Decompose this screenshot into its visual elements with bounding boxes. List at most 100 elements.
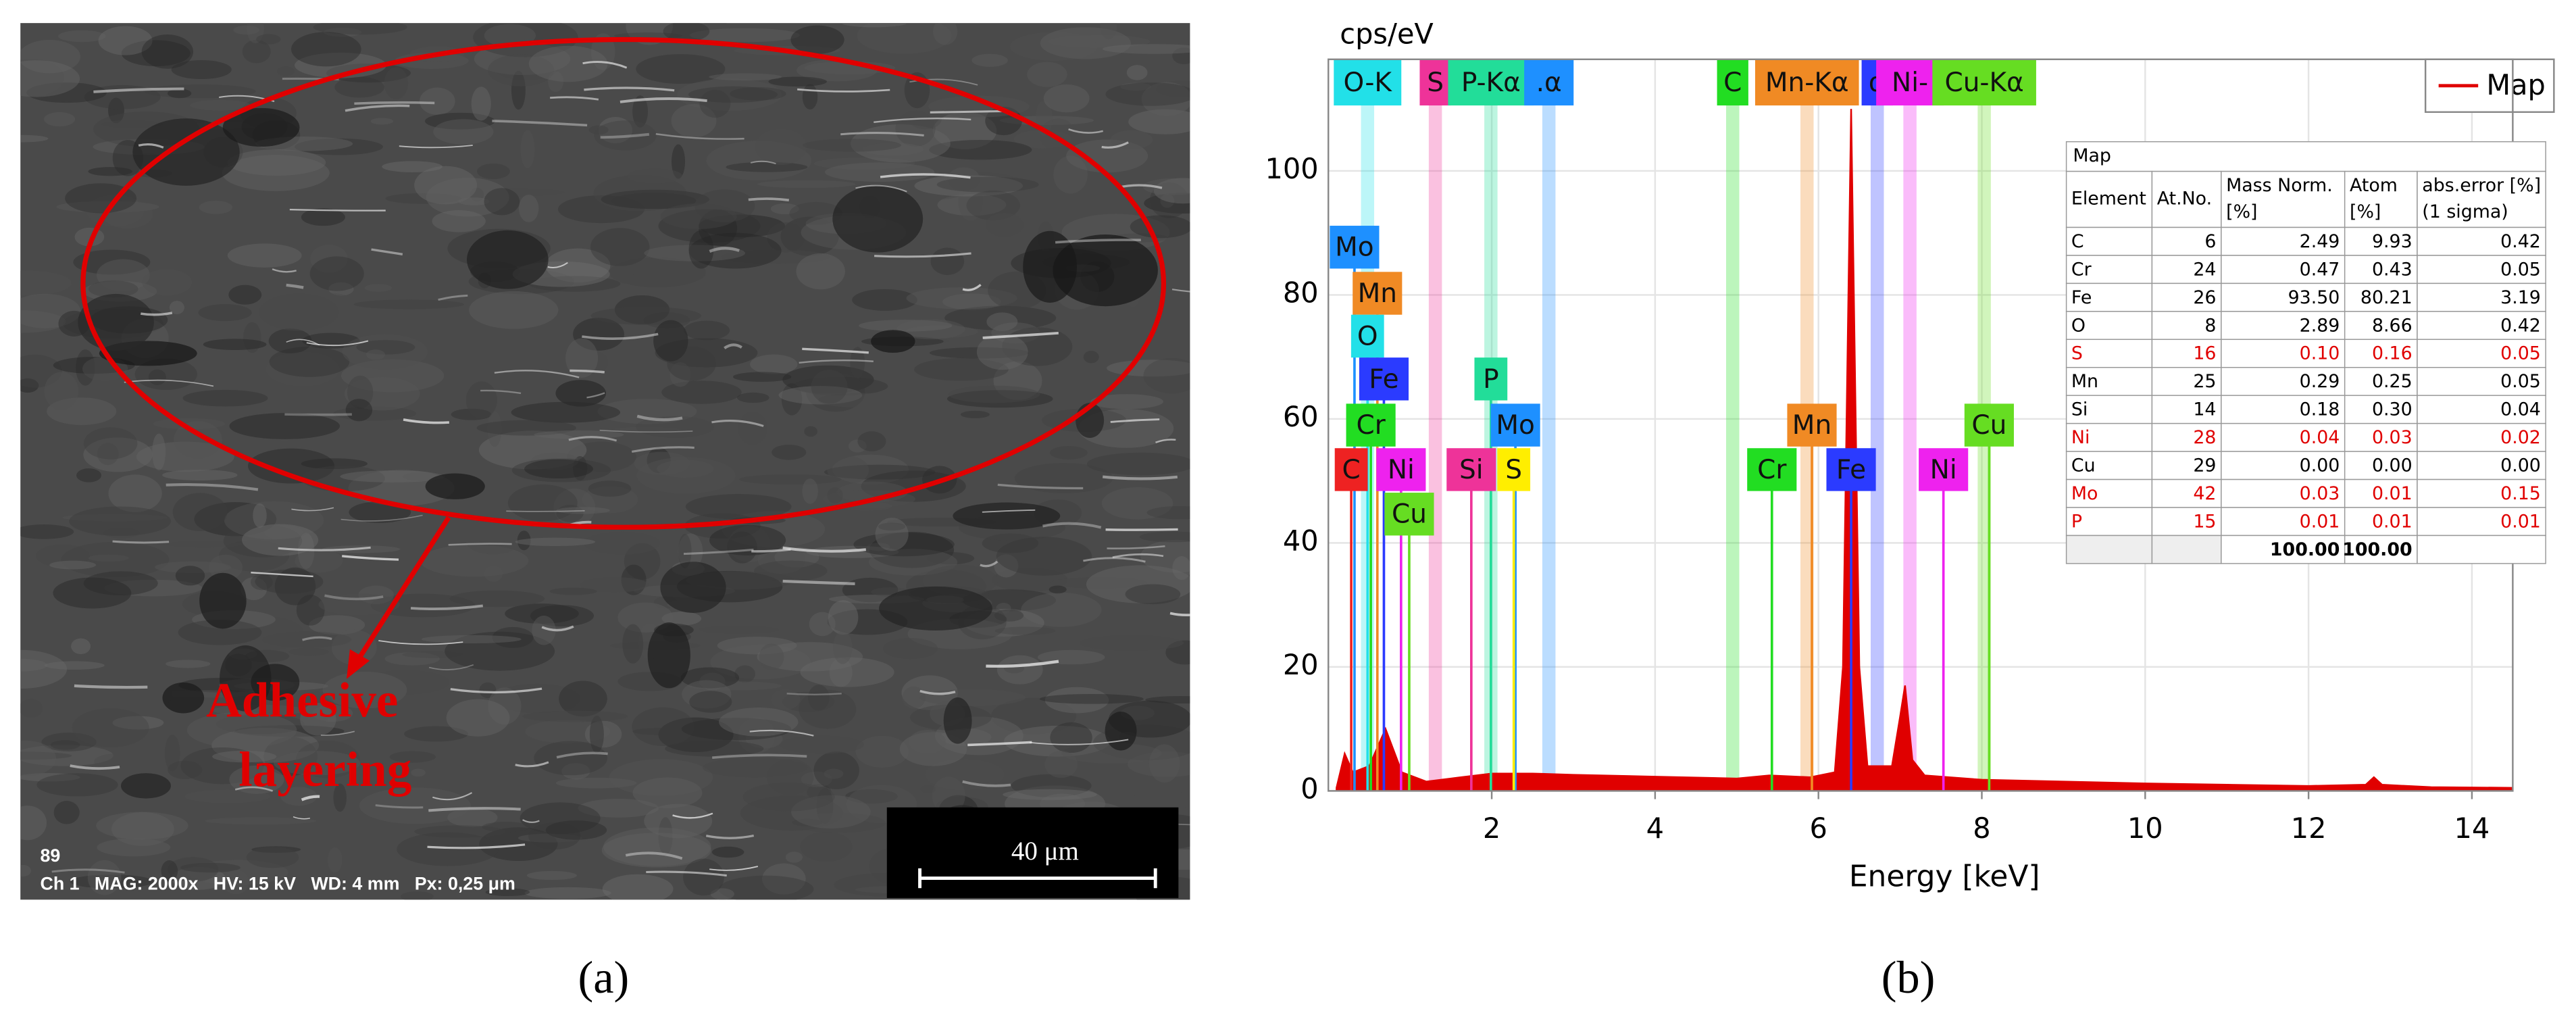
texture	[944, 305, 1057, 330]
texture	[88, 280, 138, 298]
element-label: Cr	[1356, 410, 1386, 441]
table-value: 0.30	[2372, 399, 2413, 420]
texture	[958, 182, 983, 221]
table-value: Cu	[2071, 455, 2096, 476]
texture	[1102, 44, 1190, 54]
streak	[371, 248, 403, 255]
texture	[148, 369, 166, 385]
texture	[432, 209, 486, 232]
texture	[182, 389, 268, 407]
texture	[97, 838, 171, 857]
texture	[632, 728, 689, 735]
table-value: 80.21	[2360, 287, 2413, 308]
table-cell	[2065, 170, 2153, 228]
texture	[632, 95, 649, 128]
table-cell	[2344, 339, 2418, 368]
texture	[1140, 539, 1190, 573]
streak	[631, 446, 694, 453]
texture	[20, 740, 57, 776]
texture	[1002, 327, 1073, 366]
texture	[1143, 357, 1190, 394]
texture	[562, 697, 577, 710]
table-cell	[2344, 395, 2418, 424]
streak	[522, 819, 540, 823]
texture	[971, 53, 1008, 67]
texture	[1149, 182, 1189, 218]
texture	[1061, 743, 1162, 764]
texture	[209, 554, 243, 580]
texture	[851, 124, 951, 163]
texture	[476, 420, 576, 436]
texture	[342, 334, 428, 370]
texture	[802, 478, 818, 504]
texture	[792, 818, 823, 826]
streak	[709, 247, 740, 253]
texture	[20, 751, 72, 760]
texture	[473, 23, 578, 57]
streak	[880, 173, 971, 179]
texture	[364, 284, 392, 292]
texture	[20, 310, 66, 333]
texture	[333, 783, 347, 812]
texture	[420, 545, 529, 577]
table-cell	[2221, 255, 2346, 284]
texture	[203, 339, 267, 351]
texture	[833, 631, 853, 664]
texture	[1079, 635, 1184, 651]
texture	[295, 549, 343, 573]
table-cell	[2151, 535, 2222, 564]
texture	[1010, 32, 1098, 61]
streak	[582, 332, 659, 340]
texture	[1128, 109, 1190, 134]
texture	[520, 802, 601, 835]
table-cell	[2065, 141, 2546, 172]
texture	[484, 188, 520, 216]
texture	[976, 334, 1028, 370]
sem-info: 89	[40, 845, 60, 866]
table-value: P	[2071, 511, 2082, 532]
texture	[402, 651, 464, 658]
streak	[748, 197, 790, 202]
texture	[426, 177, 509, 217]
streak	[293, 816, 311, 820]
texture	[274, 751, 361, 776]
texture	[848, 439, 867, 453]
element-label-box	[1359, 357, 1409, 401]
texture	[88, 554, 129, 562]
dark-patch	[832, 185, 924, 253]
texture	[482, 822, 530, 833]
element-label: S	[1505, 455, 1522, 485]
streak	[874, 117, 971, 124]
texture	[929, 139, 1032, 160]
texture	[644, 803, 713, 839]
streak	[547, 262, 568, 269]
texture	[926, 551, 975, 565]
texture	[488, 687, 522, 725]
texture	[366, 349, 385, 360]
table-cell	[2221, 339, 2346, 368]
streak	[70, 764, 120, 770]
texture	[902, 686, 926, 709]
streak	[570, 369, 605, 374]
dark-patch	[120, 773, 171, 799]
y-tick-label: 80	[1283, 276, 1319, 309]
streak	[655, 133, 744, 140]
texture	[857, 23, 952, 54]
texture	[505, 603, 579, 624]
texture	[966, 191, 1020, 220]
texture	[167, 857, 219, 882]
texture	[345, 399, 373, 422]
texture	[930, 247, 965, 275]
texture	[827, 455, 869, 485]
streak	[301, 795, 320, 801]
texture	[658, 209, 761, 243]
texture	[227, 243, 302, 268]
texture	[421, 635, 522, 644]
table-cell	[2344, 170, 2418, 228]
texture	[385, 193, 462, 204]
texture	[1066, 139, 1148, 173]
texture	[632, 707, 694, 747]
texture	[253, 503, 267, 528]
texture	[187, 860, 288, 885]
